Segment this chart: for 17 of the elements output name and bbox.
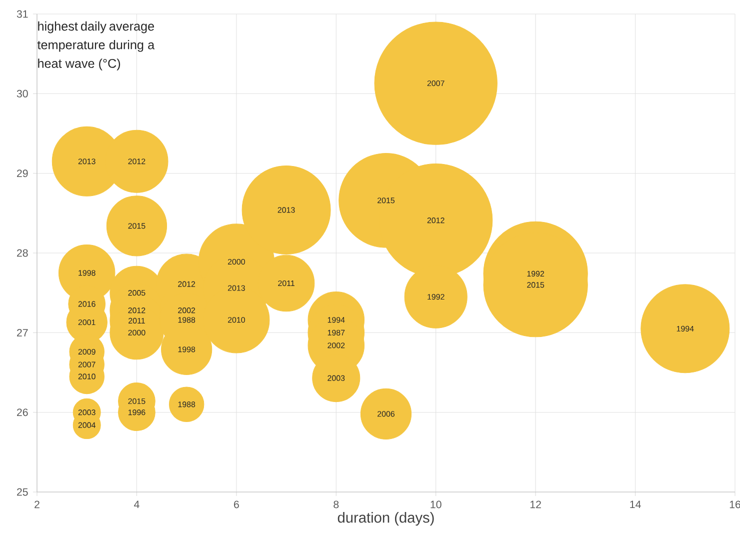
x-tick-label: 6 — [234, 500, 239, 508]
x-tick-label: 14 — [630, 500, 641, 508]
x-tick-label: 8 — [334, 500, 339, 508]
y-axis-title: highest daily average temperature during a heat wave (°C) — [37, 21, 155, 70]
y-tick-label: 25 — [17, 488, 28, 496]
x-tick-label: 2 — [34, 500, 40, 508]
y-tick-label: 30 — [16, 90, 28, 98]
x-tick-label: 10 — [430, 500, 442, 508]
y-tick-label: 29 — [17, 170, 28, 178]
y-tick-label: 26 — [17, 408, 28, 416]
x-axis-title: duration (days) — [338, 512, 434, 526]
y-tick-label: 28 — [17, 249, 28, 257]
x-tick-label: 16 — [730, 500, 740, 508]
y-tick-label: 27 — [17, 328, 28, 336]
y-tick-label: 31 — [16, 10, 28, 18]
x-tick-label: 12 — [530, 500, 541, 508]
x-tick-label: 4 — [134, 500, 140, 508]
